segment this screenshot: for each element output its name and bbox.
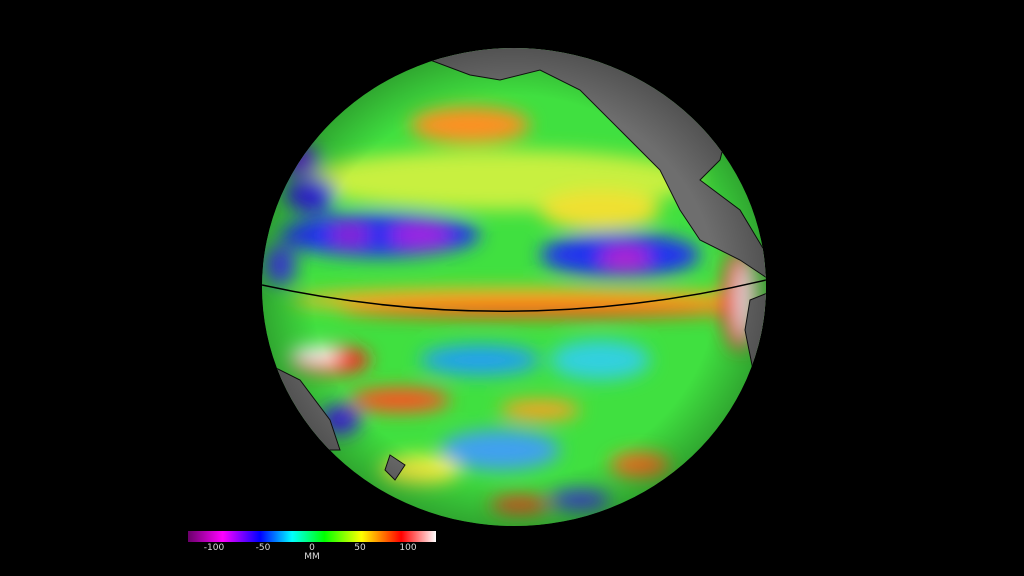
colorbar-unit-label: MM <box>304 552 320 562</box>
colorbar <box>188 531 436 542</box>
colorbar-tick: -100 <box>203 543 225 553</box>
colorbar-tick: 0 <box>309 543 315 553</box>
colorbar-tick: 50 <box>354 543 366 553</box>
colorbar-tick: -50 <box>255 543 271 553</box>
colorbar-tick: 100 <box>399 543 417 553</box>
